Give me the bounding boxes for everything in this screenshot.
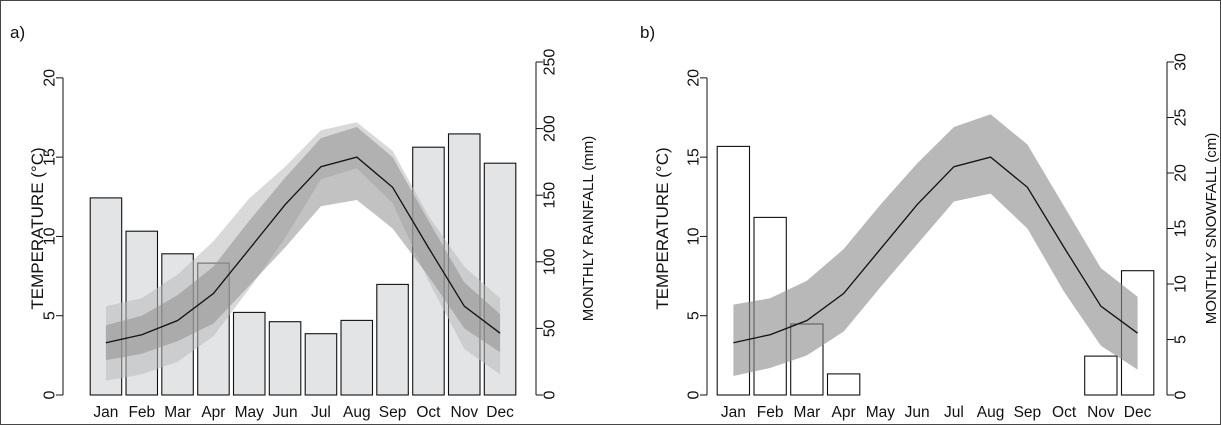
- right-tick-label-15: 15: [1173, 220, 1190, 238]
- month-label-feb: Feb: [128, 404, 155, 421]
- month-label-nov: Nov: [451, 404, 479, 421]
- month-label-sep: Sep: [1014, 404, 1042, 421]
- left-tick-label-10: 10: [42, 227, 59, 245]
- month-label-jun: Jun: [905, 404, 930, 421]
- month-label-jan: Jan: [93, 404, 118, 421]
- month-label-aug: Aug: [343, 404, 371, 421]
- temperature-mean-line: [105, 156, 501, 344]
- month-label-apr: Apr: [201, 404, 225, 421]
- month-label-jul: Jul: [311, 404, 331, 421]
- panel-b: b) 0 5 10 15 20 TEMPERATURE (°C) 0 5 10 15 20 25 30 MO…: [640, 23, 1220, 421]
- month-label-mar: Mar: [164, 404, 191, 421]
- left-tick-label-10: 10: [686, 227, 703, 245]
- month-label-mar: Mar: [794, 404, 821, 421]
- right-tick-label-150: 150: [542, 182, 559, 209]
- month-label-oct: Oct: [1052, 404, 1077, 421]
- month-label-feb: Feb: [757, 404, 784, 421]
- month-label-aug: Aug: [977, 404, 1005, 421]
- left-tick-label-5: 5: [42, 311, 59, 320]
- month-label-jul: Jul: [944, 404, 964, 421]
- panel-label: b): [640, 23, 655, 42]
- right-tick-label-250: 250: [542, 49, 559, 76]
- panel-label: a): [10, 23, 25, 42]
- right-tick-label-100: 100: [542, 248, 559, 275]
- month-label-jan: Jan: [721, 404, 746, 421]
- month-label-jun: Jun: [273, 404, 298, 421]
- month-label-may: May: [235, 404, 265, 421]
- right-axis-title: MONTHLY SNOWFALL (cm): [1203, 133, 1220, 324]
- left-tick-label-20: 20: [42, 69, 59, 87]
- right-tick-label-0: 0: [542, 390, 559, 399]
- panel-a: a) 0 5 10 15 20 TEMPERATURE (°C) 0 50 100 150 200 25…: [10, 23, 597, 421]
- right-tick-label-50: 50: [542, 319, 559, 337]
- month-label-may: May: [866, 404, 896, 421]
- bar-jul: [304, 333, 338, 396]
- right-axis-title: MONTHLY RAINFALL (mm): [580, 136, 597, 322]
- month-label-oct: Oct: [416, 404, 441, 421]
- right-tick-label-20: 20: [1173, 164, 1190, 182]
- month-label-apr: Apr: [832, 404, 856, 421]
- left-axis-title: TEMPERATURE (°C): [653, 147, 672, 309]
- left-tick-label-5: 5: [686, 311, 703, 320]
- left-tick-label-0: 0: [686, 390, 703, 399]
- left-axis-title: TEMPERATURE (°C): [28, 147, 47, 309]
- bar-sep: [376, 283, 409, 396]
- left-tick-label-20: 20: [686, 69, 703, 87]
- month-label-nov: Nov: [1087, 404, 1115, 421]
- bar-nov: [1084, 355, 1118, 396]
- bar-aug: [340, 319, 374, 396]
- temperature-band-inner: [105, 127, 501, 361]
- right-tick-label-5: 5: [1173, 335, 1190, 344]
- month-label-dec: Dec: [1124, 404, 1152, 421]
- left-tick-label-15: 15: [42, 148, 59, 166]
- right-tick-label-10: 10: [1173, 275, 1190, 293]
- bar-may: [232, 311, 266, 396]
- right-tick-label-30: 30: [1173, 53, 1190, 71]
- left-tick-label-0: 0: [42, 390, 59, 399]
- right-tick-label-25: 25: [1173, 109, 1190, 127]
- bar-apr: [826, 373, 861, 396]
- month-label-dec: Dec: [486, 404, 514, 421]
- temperature-band: [733, 114, 1138, 377]
- right-tick-label-200: 200: [542, 115, 559, 142]
- bar-jun: [268, 321, 302, 396]
- month-label-sep: Sep: [379, 404, 407, 421]
- right-tick-label-0: 0: [1173, 390, 1190, 399]
- left-tick-label-15: 15: [686, 148, 703, 166]
- temperature-mean-line: [733, 156, 1138, 344]
